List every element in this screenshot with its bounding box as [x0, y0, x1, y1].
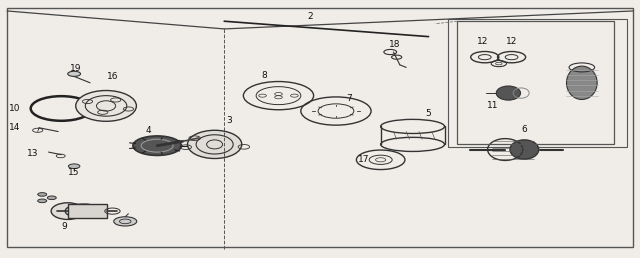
Circle shape — [47, 196, 56, 200]
Bar — [458, 21, 614, 144]
Text: 12: 12 — [477, 37, 488, 46]
Text: 11: 11 — [486, 101, 498, 110]
Ellipse shape — [188, 130, 242, 158]
Text: 6: 6 — [522, 125, 527, 133]
Circle shape — [133, 136, 181, 155]
Circle shape — [38, 193, 47, 196]
Text: 12: 12 — [506, 37, 517, 46]
Ellipse shape — [566, 66, 597, 100]
Text: 2: 2 — [308, 12, 313, 21]
Text: 10: 10 — [9, 104, 20, 113]
Polygon shape — [7, 9, 633, 247]
Text: 7: 7 — [346, 94, 351, 103]
Circle shape — [114, 217, 137, 226]
Text: 5: 5 — [426, 109, 431, 118]
Text: 13: 13 — [27, 149, 38, 158]
Text: 4: 4 — [146, 126, 152, 135]
Circle shape — [68, 164, 80, 168]
Text: 16: 16 — [107, 72, 118, 81]
Text: 14: 14 — [9, 123, 20, 132]
Text: 19: 19 — [70, 64, 82, 73]
Ellipse shape — [496, 86, 520, 100]
Bar — [68, 204, 108, 218]
Bar — [448, 19, 627, 147]
Text: 15: 15 — [68, 168, 80, 177]
Text: 9: 9 — [61, 222, 67, 231]
Ellipse shape — [51, 203, 84, 220]
Ellipse shape — [76, 91, 136, 121]
Text: 17: 17 — [358, 155, 369, 164]
Ellipse shape — [65, 204, 102, 218]
Text: 18: 18 — [389, 40, 401, 49]
Text: 3: 3 — [227, 116, 232, 125]
Ellipse shape — [510, 140, 539, 159]
Circle shape — [38, 199, 47, 203]
Text: 8: 8 — [262, 71, 268, 80]
Circle shape — [68, 71, 81, 76]
